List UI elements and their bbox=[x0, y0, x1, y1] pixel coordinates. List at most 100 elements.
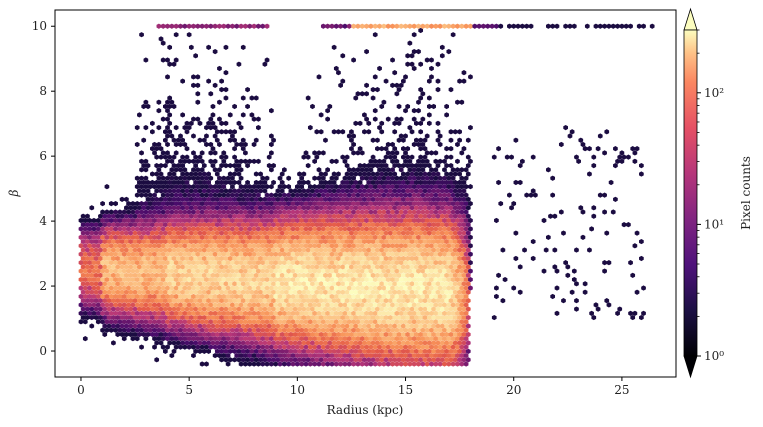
hex-cell bbox=[383, 222, 389, 228]
hex-cell bbox=[303, 234, 309, 240]
hex-cell bbox=[396, 103, 402, 110]
hex-cell bbox=[221, 158, 227, 164]
hex-cell bbox=[245, 255, 250, 262]
hex-cell bbox=[158, 331, 164, 338]
hex-cell bbox=[137, 230, 142, 236]
hex-cell bbox=[128, 306, 134, 312]
hex-cell bbox=[403, 175, 408, 181]
hex-cell bbox=[262, 357, 268, 363]
hex-cell bbox=[182, 192, 188, 198]
hex-cell bbox=[444, 154, 449, 160]
hex-cell bbox=[444, 348, 449, 354]
hex-cell bbox=[150, 213, 155, 219]
hex-cell bbox=[95, 276, 101, 283]
hex-cell bbox=[221, 276, 227, 283]
hex-cell bbox=[160, 268, 166, 274]
hex-cell bbox=[121, 293, 127, 300]
hex-cell bbox=[316, 226, 322, 232]
hex-cell bbox=[119, 272, 125, 278]
hex-cell bbox=[340, 129, 346, 135]
hex-cell bbox=[266, 238, 272, 245]
hex-cell bbox=[461, 70, 467, 76]
hex-cell bbox=[403, 234, 408, 240]
hex-cell bbox=[359, 327, 365, 333]
hex-cell bbox=[528, 192, 534, 198]
hex-cell bbox=[394, 276, 400, 283]
hex-cell bbox=[199, 293, 205, 300]
hex-cell bbox=[232, 331, 237, 338]
hex-cell bbox=[416, 167, 421, 173]
hex-cell bbox=[245, 247, 250, 253]
hex-cell bbox=[342, 302, 348, 308]
hex-cell bbox=[372, 32, 378, 38]
hex-cell bbox=[407, 184, 413, 190]
hex-cell bbox=[223, 281, 229, 287]
hex-cell bbox=[227, 331, 233, 338]
hex-cell bbox=[379, 179, 385, 186]
hex-cell bbox=[320, 243, 326, 249]
hex-cell bbox=[152, 344, 157, 350]
hex-cell bbox=[102, 314, 108, 321]
hex-cell bbox=[364, 310, 369, 316]
hex-cell bbox=[173, 23, 179, 29]
hex-cell bbox=[420, 234, 426, 240]
hex-cell bbox=[442, 167, 447, 173]
hex-cell bbox=[262, 264, 268, 270]
hex-cell bbox=[307, 310, 313, 316]
hex-cell bbox=[416, 192, 421, 198]
hex-cell bbox=[439, 331, 445, 338]
hex-cell bbox=[98, 306, 103, 312]
hex-cell bbox=[416, 234, 421, 240]
hex-cell bbox=[256, 268, 261, 274]
hex-cell bbox=[158, 154, 164, 160]
hex-cell bbox=[104, 234, 110, 240]
hex-cell bbox=[210, 331, 216, 338]
hex-cell bbox=[186, 226, 192, 232]
hex-cell bbox=[240, 238, 246, 245]
hex-cell bbox=[422, 162, 428, 169]
hex-cell bbox=[364, 48, 369, 55]
hex-cell bbox=[191, 260, 196, 266]
hex-cell bbox=[357, 222, 363, 228]
hex-cell bbox=[152, 293, 157, 300]
hex-cell bbox=[431, 213, 437, 219]
hex-cell bbox=[262, 247, 268, 253]
hex-cell bbox=[243, 209, 248, 215]
hex-cell bbox=[165, 319, 170, 325]
hex-cell bbox=[186, 285, 192, 291]
hex-cell bbox=[201, 264, 207, 270]
hex-cell bbox=[314, 340, 320, 346]
hex-cell bbox=[314, 281, 320, 287]
hex-cell bbox=[266, 222, 272, 228]
hex-cell bbox=[294, 251, 300, 257]
hex-cell bbox=[401, 314, 406, 321]
hex-cell bbox=[424, 133, 430, 139]
hex-cell bbox=[416, 99, 421, 105]
hex-cell bbox=[450, 192, 456, 198]
hex-cell bbox=[134, 175, 140, 181]
hex-cell bbox=[403, 158, 408, 164]
hex-cell bbox=[442, 251, 447, 257]
hex-cell bbox=[279, 314, 285, 321]
hex-cell bbox=[379, 298, 385, 304]
hex-cell bbox=[286, 302, 292, 308]
hex-cell bbox=[351, 293, 356, 300]
hex-cell bbox=[249, 222, 255, 228]
hex-cell bbox=[221, 234, 227, 240]
hex-cell bbox=[271, 205, 276, 211]
hex-cell bbox=[346, 319, 352, 325]
hex-cell bbox=[214, 281, 220, 287]
hex-cell bbox=[167, 298, 173, 304]
hex-cell bbox=[320, 209, 326, 215]
hex-cell bbox=[385, 23, 391, 29]
hex-cell bbox=[338, 243, 343, 249]
hex-cell bbox=[171, 281, 177, 287]
hex-cell bbox=[108, 209, 114, 215]
hex-cell bbox=[303, 352, 309, 359]
hex-cell bbox=[165, 209, 170, 215]
hex-cell bbox=[396, 137, 402, 143]
hex-cell bbox=[243, 268, 248, 274]
hex-cell bbox=[188, 281, 194, 287]
hex-cell bbox=[362, 188, 367, 194]
hex-cell bbox=[379, 331, 385, 338]
